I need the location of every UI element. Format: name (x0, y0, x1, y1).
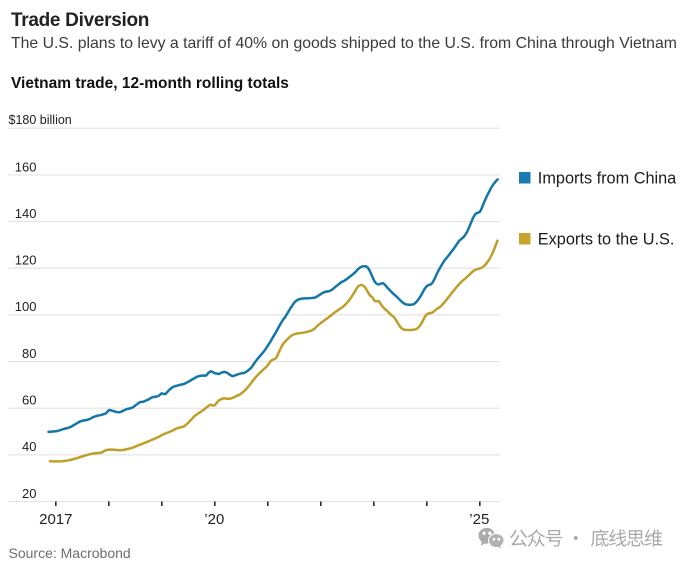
svg-text:Imports from China: Imports from China (538, 170, 677, 188)
svg-text:80: 80 (22, 346, 36, 361)
svg-text:2017: 2017 (39, 511, 72, 528)
svg-text:60: 60 (22, 393, 36, 408)
svg-text:’25: ’25 (469, 511, 489, 528)
svg-text:’20: ’20 (204, 511, 224, 528)
svg-text:140: 140 (15, 206, 37, 221)
svg-text:40: 40 (22, 439, 36, 454)
svg-text:100: 100 (15, 299, 37, 314)
svg-text:120: 120 (15, 253, 37, 268)
svg-text:160: 160 (15, 159, 37, 174)
svg-text:Exports to the U.S.: Exports to the U.S. (538, 231, 675, 249)
svg-text:20: 20 (22, 486, 36, 501)
